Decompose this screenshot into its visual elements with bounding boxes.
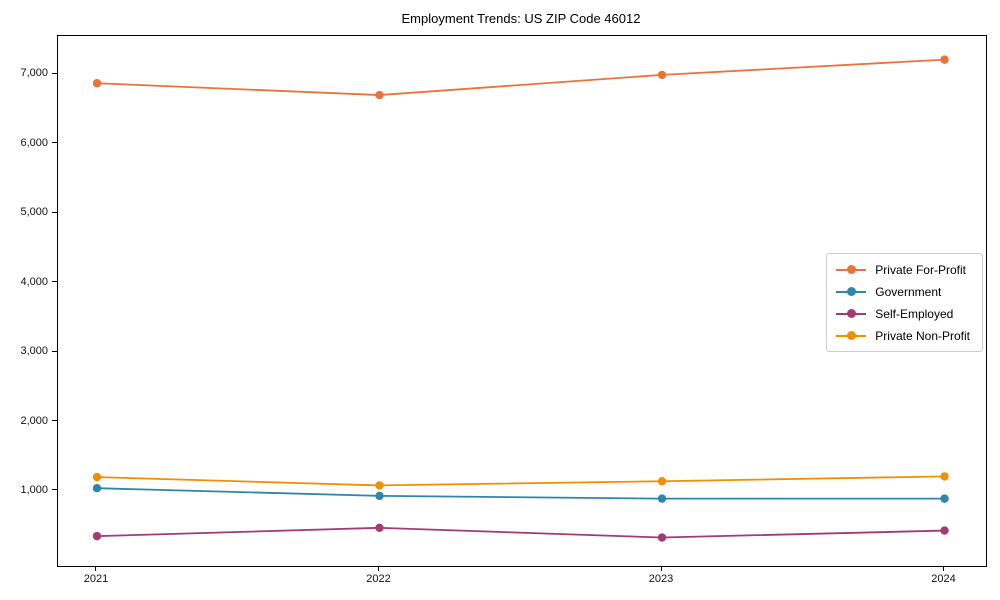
marker-private-for-profit-2023 bbox=[657, 70, 667, 80]
y-axis-tick-label: 2,000 bbox=[20, 414, 48, 427]
series-line-private-non-profit bbox=[96, 475, 945, 487]
marker-government-2022 bbox=[375, 491, 384, 501]
y-tick-mark bbox=[52, 72, 57, 74]
marker-private-non-profit-2024 bbox=[940, 472, 949, 481]
legend-item-self-employed: Self-Employed bbox=[836, 305, 970, 322]
y-tick-mark bbox=[52, 281, 57, 283]
legend-swatch-icon bbox=[836, 265, 867, 274]
chart-title: Employment Trends: US ZIP Code 46012 bbox=[401, 11, 641, 26]
x-axis-tick-label: 2022 bbox=[366, 573, 391, 585]
plot-area: Private For-Profit Government Self-Employe… bbox=[57, 35, 987, 567]
chart-svg bbox=[92, 55, 949, 542]
marker-self-employed-2024 bbox=[940, 526, 949, 535]
marker-private-non-profit-2022 bbox=[375, 481, 384, 490]
marker-private-non-profit-2021 bbox=[92, 472, 102, 482]
x-tick-mark bbox=[660, 566, 662, 571]
marker-self-employed-2022 bbox=[375, 523, 384, 532]
legend: Private For-Profit Government Self-Employe… bbox=[826, 253, 983, 352]
legend-swatch-icon bbox=[836, 331, 867, 340]
legend-label: Private For-Profit bbox=[875, 262, 966, 277]
x-axis-tick-label: 2024 bbox=[931, 573, 956, 585]
legend-item-private-for-profit: Private For-Profit bbox=[836, 261, 970, 278]
x-tick-mark bbox=[377, 566, 379, 571]
y-axis-tick-label: 3,000 bbox=[20, 345, 48, 358]
y-tick-mark bbox=[52, 489, 57, 491]
legend-swatch-icon bbox=[836, 309, 867, 318]
y-tick-mark bbox=[52, 211, 57, 213]
y-tick-mark bbox=[52, 142, 57, 144]
marker-government-2021 bbox=[92, 484, 102, 493]
y-axis-tick-label: 7,000 bbox=[20, 67, 48, 80]
y-tick-mark bbox=[52, 350, 57, 352]
marker-private-non-profit-2023 bbox=[657, 477, 667, 486]
x-tick-mark bbox=[95, 566, 97, 571]
legend-label: Self-Employed bbox=[875, 306, 954, 321]
marker-private-for-profit-2024 bbox=[940, 55, 949, 64]
x-axis-tick-label: 2021 bbox=[83, 573, 109, 585]
y-axis-tick-label: 6,000 bbox=[20, 136, 48, 149]
series-line-private-for-profit bbox=[96, 58, 945, 96]
marker-private-for-profit-2021 bbox=[92, 79, 102, 88]
legend-item-government: Government bbox=[836, 283, 970, 300]
series-line-self-employed bbox=[96, 526, 945, 539]
y-tick-mark bbox=[52, 420, 57, 422]
x-axis-tick-label: 2023 bbox=[648, 573, 674, 585]
marker-self-employed-2021 bbox=[92, 531, 102, 541]
x-tick-mark bbox=[943, 566, 945, 571]
marker-government-2024 bbox=[940, 494, 949, 503]
marker-private-for-profit-2022 bbox=[375, 90, 384, 100]
y-axis-tick-label: 4,000 bbox=[20, 275, 48, 288]
legend-item-private-non-profit: Private Non-Profit bbox=[836, 327, 970, 344]
marker-government-2023 bbox=[657, 494, 667, 503]
legend-label: Government bbox=[875, 284, 942, 299]
y-axis-tick-label: 1,000 bbox=[20, 483, 48, 496]
legend-swatch-icon bbox=[836, 287, 867, 296]
y-axis-tick-label: 5,000 bbox=[20, 206, 48, 219]
series-line-government bbox=[96, 487, 945, 500]
marker-self-employed-2023 bbox=[657, 533, 667, 542]
legend-label: Private Non-Profit bbox=[875, 328, 970, 343]
